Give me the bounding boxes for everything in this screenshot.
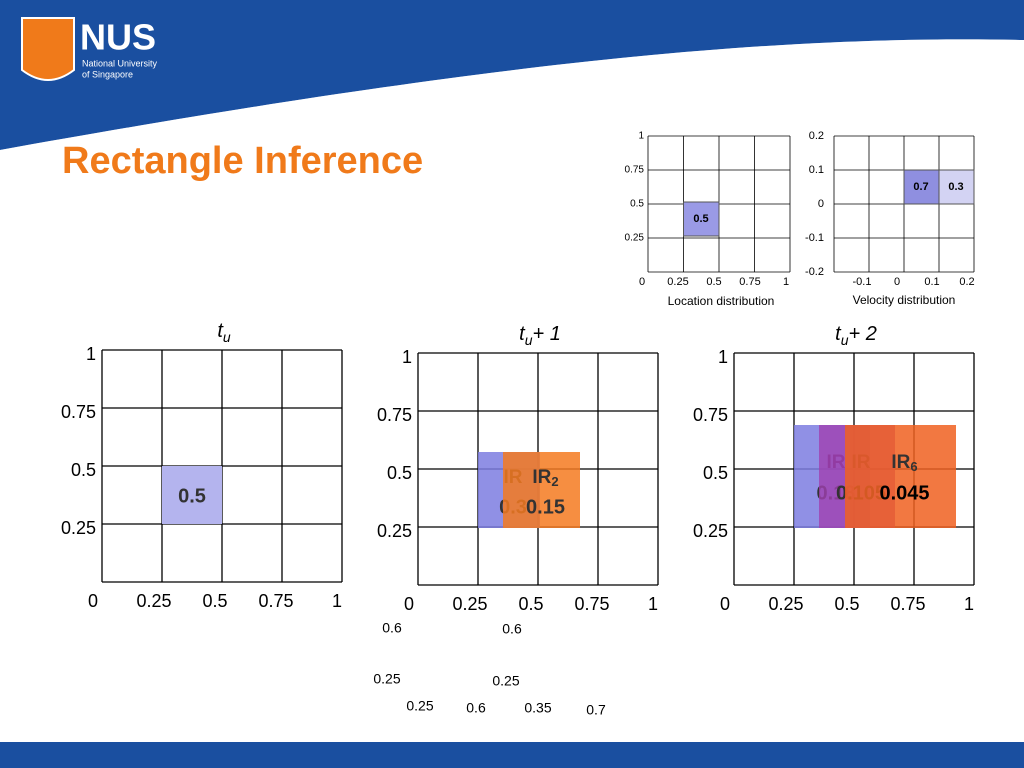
cell-label: 0.7 — [913, 181, 928, 193]
logo-text: NUS — [80, 17, 156, 58]
x-tick-label: 0.5 — [834, 594, 859, 614]
x-tick-label: 1 — [332, 591, 342, 611]
rect-value: 0.5 — [178, 485, 206, 507]
title-sub: u — [841, 332, 849, 348]
y-tick-label: 0.2 — [809, 130, 824, 142]
note: 0.35 — [524, 700, 551, 716]
y-tick-label: 0.25 — [61, 518, 96, 538]
title-base: t — [519, 323, 526, 345]
x-tick-label: 0.1 — [924, 276, 939, 288]
y-tick-label: 0.75 — [693, 405, 728, 425]
y-tick-label: 0 — [818, 198, 824, 210]
rect-name-base: IR — [532, 467, 551, 488]
x-tick-label: 0 — [639, 276, 645, 288]
rect-name-sub: 2 — [551, 474, 558, 489]
y-tick-label: 1 — [86, 344, 96, 364]
slide-title: Rectangle Inference — [62, 140, 423, 182]
cell — [938, 169, 975, 205]
y-tick-label: -0.1 — [805, 232, 824, 244]
rect-value: 0.15 — [526, 496, 565, 518]
title-suffix: + 1 — [533, 323, 561, 345]
title-sub: u — [223, 329, 231, 345]
x-tick-label: 0.25 — [452, 594, 487, 614]
x-tick-label: 0.75 — [574, 594, 609, 614]
y-tick-label: 0.75 — [377, 405, 412, 425]
logo-line: National University — [82, 58, 158, 68]
logo-shield — [21, 17, 75, 81]
rect-name-sub: 6 — [910, 459, 917, 474]
title-suffix: + 2 — [849, 323, 877, 345]
title-sub: u — [525, 332, 533, 348]
note: 0.6 — [466, 700, 486, 716]
logo-line: of Singapore — [82, 69, 133, 79]
x-tick-label: 1 — [783, 276, 789, 288]
y-tick-label: 0.5 — [703, 463, 728, 483]
panel-title: tu — [217, 320, 231, 344]
note: 0.25 — [373, 671, 400, 687]
title-base: t — [835, 323, 842, 345]
y-tick-label: 0.5 — [71, 460, 96, 480]
rect-name-base: IR — [891, 452, 910, 473]
panel-title: tu+ 1 — [519, 323, 561, 347]
x-tick-label: -0.1 — [853, 276, 872, 288]
rect-name: IR6 — [891, 452, 917, 474]
x-tick-label: 0 — [404, 594, 414, 614]
rect-value: 0.045 — [879, 482, 929, 504]
x-tick-label: 0.25 — [667, 276, 688, 288]
rectangle — [162, 466, 222, 524]
y-tick-label: 0.25 — [693, 521, 728, 541]
footer-band — [0, 742, 1024, 768]
note: 0.25 — [492, 673, 519, 689]
cell-label: 0.5 — [693, 213, 708, 225]
y-tick-label: 0.25 — [625, 233, 645, 244]
rectangle — [503, 452, 580, 528]
x-tick-label: 0 — [894, 276, 900, 288]
x-tick-label: 0.5 — [706, 276, 721, 288]
note: 0.6 — [382, 620, 402, 636]
x-tick-label: 1 — [648, 594, 658, 614]
y-tick-label: 1 — [402, 347, 412, 367]
panel-title: tu+ 2 — [835, 323, 877, 347]
note: 0.6 — [502, 621, 522, 637]
y-tick-label: 1 — [718, 347, 728, 367]
y-tick-label: 0.75 — [625, 165, 645, 176]
y-tick-label: 0.5 — [630, 199, 644, 210]
x-tick-label: 0 — [88, 591, 98, 611]
cell-label: 0.3 — [948, 181, 963, 193]
cell — [683, 201, 720, 237]
y-tick-label: 1 — [638, 131, 644, 142]
x-tick-label: 0.75 — [890, 594, 925, 614]
title-base: t — [217, 320, 224, 342]
header-band — [0, 0, 1024, 150]
y-tick-label: -0.2 — [805, 266, 824, 278]
x-tick-label: 0.75 — [739, 276, 760, 288]
x-tick-label: 0.25 — [768, 594, 803, 614]
x-tick-label: 0.75 — [258, 591, 293, 611]
cell — [903, 169, 940, 205]
rectangle — [845, 425, 956, 528]
header-swoosh — [0, 39, 1024, 162]
x-tick-label: 0.25 — [136, 591, 171, 611]
y-tick-label: 0.5 — [387, 463, 412, 483]
x-tick-label: 0.5 — [518, 594, 543, 614]
x-tick-label: 0.5 — [202, 591, 227, 611]
note: 0.7 — [586, 702, 606, 718]
x-tick-label: 1 — [964, 594, 974, 614]
y-tick-label: 0.25 — [377, 521, 412, 541]
x-tick-label: 0 — [720, 594, 730, 614]
y-tick-label: 0.1 — [809, 164, 824, 176]
note: 0.25 — [406, 698, 433, 714]
rect-name: IR2 — [532, 467, 558, 489]
caption: Location distribution — [668, 294, 775, 308]
y-tick-label: 0.75 — [61, 402, 96, 422]
x-tick-label: 0.2 — [959, 276, 974, 288]
caption: Velocity distribution — [853, 293, 956, 307]
